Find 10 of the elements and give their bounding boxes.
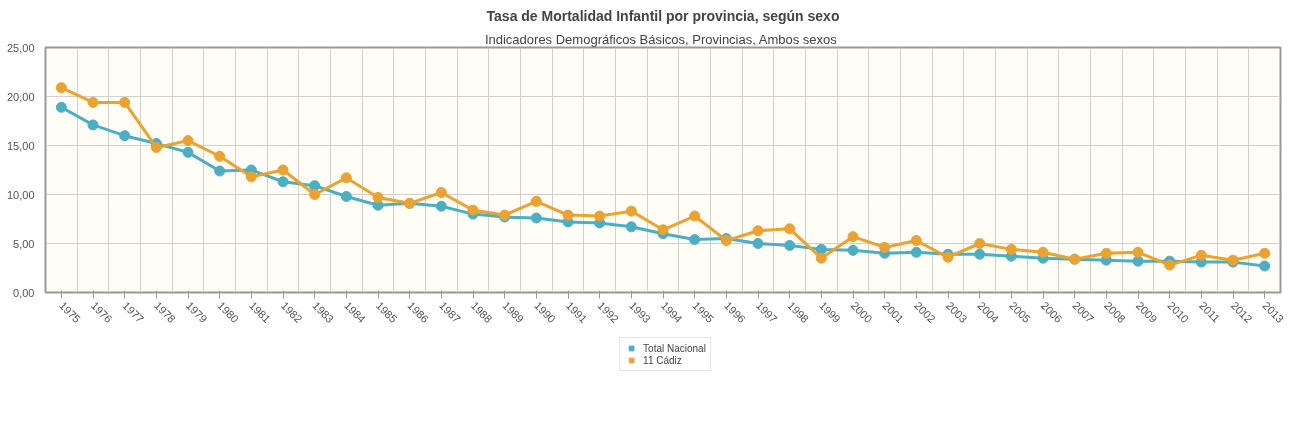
y-tick-label: 15,00: [6, 139, 35, 152]
y-tick-label: 5,00: [13, 237, 35, 250]
legend-label: Total Nacional: [643, 342, 706, 354]
y-tick-label: 20,00: [6, 90, 35, 103]
y-tick-label: 0,00: [13, 286, 35, 299]
legend-label: 11 Cádiz: [643, 354, 682, 366]
y-tick-label: 10,00: [6, 188, 35, 201]
y-tick-label: 25,00: [6, 41, 35, 54]
chart-subtitle: Indicadores Demográficos Básicos, Provincias, Ambos sexos: [484, 31, 838, 47]
chart-title: Tasa de Mortalidad Infantil por provincia, según sexo: [486, 7, 840, 24]
